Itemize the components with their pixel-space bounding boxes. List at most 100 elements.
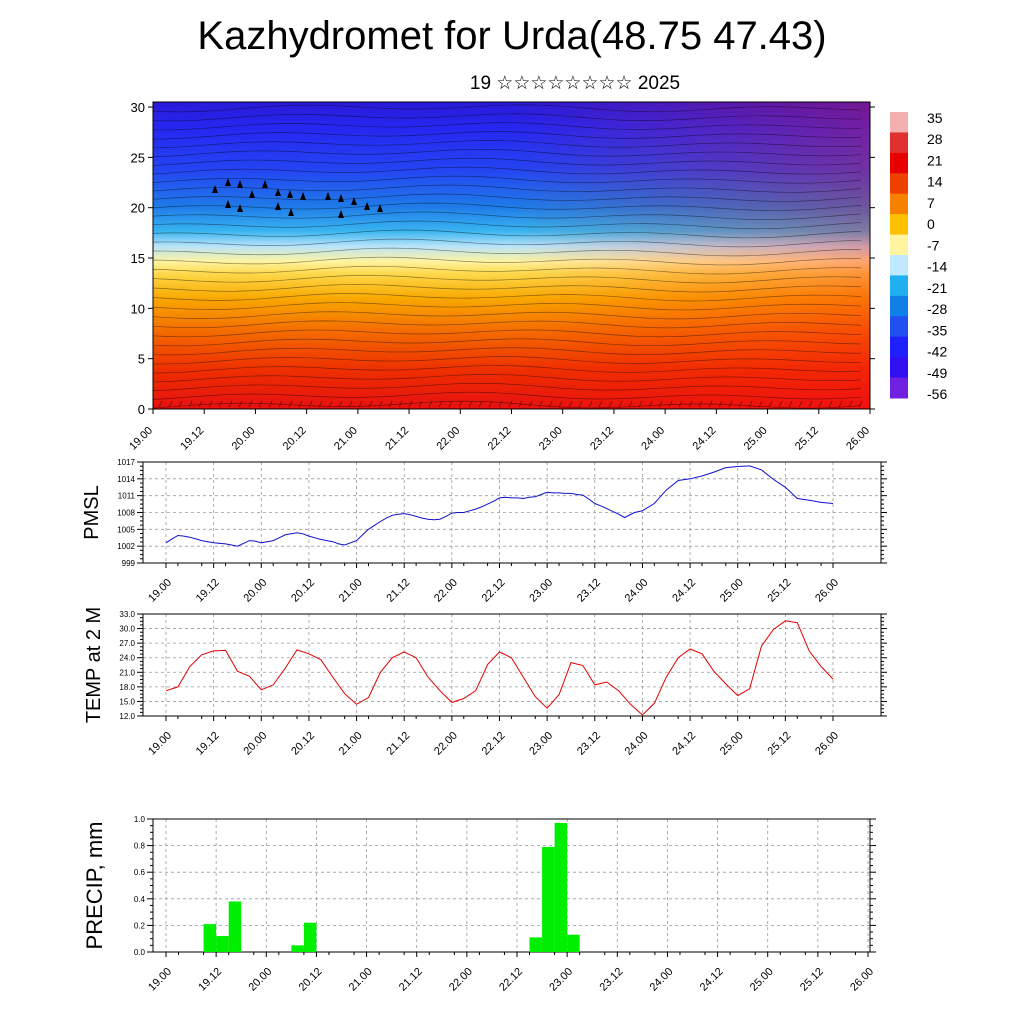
wind-barb <box>538 400 543 408</box>
wind-streamline <box>153 329 862 338</box>
x-tick-label: 19.00 <box>146 577 174 605</box>
precip-bar <box>228 901 242 952</box>
colorbar-swatch <box>890 336 908 358</box>
wind-barb <box>198 400 203 408</box>
wind-streamline <box>153 131 862 140</box>
x-tick-label: 23.00 <box>547 966 575 994</box>
wind-barb <box>428 400 433 408</box>
wind-barb <box>548 400 553 408</box>
wind-streamline <box>153 347 862 356</box>
heatmap-y-axis: 0 5 10 15 20 25 30 <box>131 100 875 417</box>
wind-streamline <box>153 166 862 175</box>
colorbar-swatch <box>890 193 908 215</box>
colorbar: 35 28 21 14 7 0 -7 -14 -21 -28 -35 -42 -49 -56 <box>890 110 947 402</box>
wind-flag-marker <box>325 192 331 200</box>
wind-streamline <box>153 229 862 239</box>
wind-barb <box>688 400 693 408</box>
precip-bar <box>291 945 304 952</box>
x-tick-label: 21.12 <box>384 577 412 605</box>
wind-barb <box>388 400 393 408</box>
x-tick-label: 22.00 <box>447 966 475 994</box>
precip-bar <box>203 924 217 952</box>
wind-streamline <box>153 391 862 400</box>
heatmap-x-tick-label: 19.12 <box>178 425 206 453</box>
y-tick-label: 1014 <box>117 475 135 484</box>
colorbar-label: -42 <box>927 344 947 360</box>
wind-streamline <box>153 311 862 320</box>
x-tick-label: 23.12 <box>575 730 603 758</box>
x-tick-label: 25.12 <box>766 730 794 758</box>
wind-streamline <box>153 274 862 284</box>
heatmap-x-tick-label: 20.12 <box>281 425 309 453</box>
wind-streamline <box>153 148 862 158</box>
wind-barb <box>818 400 823 408</box>
wind-barb <box>668 400 673 408</box>
wind-streamline <box>153 202 862 211</box>
wind-barb <box>838 400 843 408</box>
wind-barb <box>658 400 663 408</box>
heatmap-x-tick-label: 20.00 <box>230 425 258 453</box>
wind-barb <box>408 400 413 408</box>
wind-barb <box>848 400 853 408</box>
heatmap-y-tick-label: 20 <box>131 201 145 216</box>
x-tick-label: 25.00 <box>718 577 746 605</box>
wind-barb <box>588 400 593 408</box>
page-title: Kazhydromet for Urda(48.75 47.43) <box>197 14 827 58</box>
y-tick-label: 1008 <box>117 509 135 518</box>
wind-barb <box>748 400 753 408</box>
heatmap-x-tick-label: 22.00 <box>434 425 462 453</box>
wind-flag-marker <box>364 202 370 210</box>
heatmap-y-tick-label: 15 <box>131 251 145 266</box>
pmsl-panel: 19.00 19.12 20.00 20.12 21.00 21.12 22.00 22.12… <box>81 458 887 605</box>
wind-flag-marker <box>275 188 281 196</box>
heatmap-panel: 0 5 10 15 20 25 30 19.00 19.12 20.00 20.12 21.00 21… <box>127 100 947 453</box>
colorbar-swatch <box>890 112 908 133</box>
x-tick-label: 26.00 <box>813 577 841 605</box>
y-tick-label: 0.8 <box>134 842 146 851</box>
panel-frame <box>142 461 882 564</box>
colorbar-label: -56 <box>927 386 947 402</box>
x-tick-label: 23.12 <box>597 966 625 994</box>
wind-barb <box>768 400 773 408</box>
wind-streamline <box>153 238 862 248</box>
heatmap-x-tick-label: 21.00 <box>332 425 360 453</box>
x-tick-label: 23.00 <box>527 730 555 758</box>
wind-barb <box>758 400 763 408</box>
colorbar-label: 0 <box>927 216 935 232</box>
x-tick-label: 20.12 <box>289 577 317 605</box>
wind-barb <box>188 400 193 408</box>
precip-bar <box>567 934 580 952</box>
x-tick-label: 24.12 <box>670 730 698 758</box>
wind-barb <box>238 400 243 408</box>
wind-barb <box>778 400 783 408</box>
wind-barb <box>678 400 683 408</box>
colorbar-label: -21 <box>927 280 947 296</box>
x-tick-label: 21.12 <box>397 966 425 994</box>
y-tick-label: 1011 <box>118 492 136 501</box>
x-tick-label: 20.00 <box>241 577 269 605</box>
wind-barb <box>638 400 643 408</box>
y-tick-label: 24.0 <box>119 654 135 663</box>
wind-barb <box>728 400 733 408</box>
wind-flag-marker <box>237 180 243 188</box>
colorbar-label: 7 <box>927 195 935 211</box>
wind-streamline <box>153 338 862 347</box>
wind-flag-marker <box>288 208 294 216</box>
wind-streamline <box>153 175 862 184</box>
x-tick-label: 24.12 <box>698 966 726 994</box>
wind-barb <box>718 400 723 408</box>
heatmap-y-tick-label: 25 <box>131 150 145 165</box>
colorbar-label: 28 <box>927 131 943 147</box>
x-tick-label: 22.00 <box>432 730 460 758</box>
heatmap-y-tick-label: 0 <box>138 402 145 417</box>
wind-barb <box>178 400 183 408</box>
x-tick-label: 19.12 <box>194 730 222 758</box>
heatmap-y-tick-label: 30 <box>131 100 145 115</box>
wind-flag-marker <box>212 185 218 193</box>
precip-bar <box>554 822 568 952</box>
x-tick-label: 22.00 <box>432 577 460 605</box>
x-tick-label: 21.00 <box>337 730 365 758</box>
y-tick-label: 0.0 <box>134 948 146 957</box>
x-tick-label: 20.00 <box>246 966 274 994</box>
